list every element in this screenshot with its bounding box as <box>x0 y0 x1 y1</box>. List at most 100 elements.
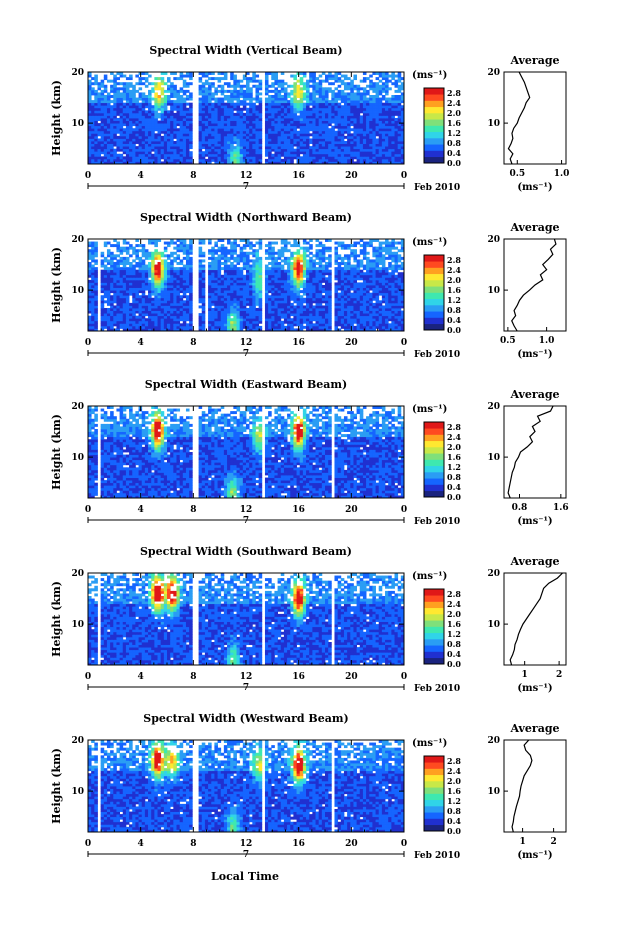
heatmap-cell <box>94 120 98 124</box>
heatmap-cell <box>217 110 222 114</box>
heatmap-cell <box>163 277 168 281</box>
heatmap-cell <box>293 279 297 283</box>
heatmap-cell <box>116 318 120 322</box>
heatmap-cell <box>280 118 285 121</box>
heatmap-cell <box>223 123 228 127</box>
heatmap-cell <box>239 118 244 121</box>
heatmap-cell <box>375 112 380 116</box>
heatmap-cell <box>280 325 285 329</box>
heatmap-cell <box>321 148 326 152</box>
heatmap-cell <box>97 141 102 144</box>
heatmap-cell <box>359 128 364 132</box>
heatmap-cell <box>214 323 218 327</box>
heatmap-cell <box>290 125 294 129</box>
heatmap-cell <box>144 135 149 139</box>
heatmap-cell <box>337 318 342 322</box>
heatmap-cell <box>141 105 146 109</box>
heatmap-cell <box>217 77 222 81</box>
heatmap-cell <box>318 290 323 294</box>
heatmap-cell <box>157 315 162 319</box>
heatmap-cell <box>306 292 310 296</box>
heatmap-cell <box>110 120 114 124</box>
heatmap-cell <box>220 313 225 317</box>
heatmap-cell <box>227 292 231 296</box>
heatmap-cell <box>167 151 171 155</box>
heatmap-cell <box>277 151 282 155</box>
heatmap-cell <box>170 279 174 283</box>
heatmap-cell <box>318 89 323 93</box>
heatmap-cell <box>122 105 127 109</box>
heatmap-cell <box>369 151 373 155</box>
heatmap-cell <box>378 79 383 83</box>
heatmap-cell <box>356 105 361 109</box>
heatmap-cell <box>170 135 174 139</box>
heatmap-cell <box>236 277 241 281</box>
heatmap-cell <box>151 130 155 134</box>
heatmap-cell <box>236 141 241 144</box>
heatmap-cell <box>182 328 187 332</box>
heatmap-cell <box>154 141 158 144</box>
heatmap-cell <box>369 148 373 152</box>
heatmap-cell <box>106 158 111 162</box>
heatmap-cell <box>182 107 187 111</box>
heatmap-cell <box>302 156 307 160</box>
heatmap-cell <box>356 148 361 152</box>
heatmap-cell <box>268 135 272 139</box>
heatmap-cell <box>201 133 206 137</box>
heatmap-cell <box>148 128 152 132</box>
heatmap-cell <box>227 302 231 306</box>
heatmap-cell <box>211 77 215 81</box>
heatmap-cell <box>176 292 181 296</box>
heatmap-cell <box>258 123 263 127</box>
heatmap-cell <box>385 323 389 327</box>
heatmap-cell <box>233 285 237 288</box>
heatmap-cell <box>325 130 329 134</box>
heatmap-cell <box>88 118 92 121</box>
heatmap-cell <box>189 302 193 306</box>
heatmap-cell <box>119 125 124 129</box>
heatmap-cell <box>312 130 316 134</box>
heatmap-cell <box>119 146 124 150</box>
heatmap-cell <box>378 115 383 119</box>
heatmap-cell <box>340 133 345 137</box>
heatmap-cell <box>214 148 218 152</box>
heatmap-cell <box>347 295 351 299</box>
heatmap-cell <box>337 143 342 147</box>
heatmap-cell <box>132 95 136 98</box>
heatmap-cell <box>113 148 117 152</box>
heatmap-cell <box>353 328 357 332</box>
heatmap-cell <box>375 287 380 291</box>
heatmap-cell <box>356 156 361 160</box>
heatmap-cell <box>391 135 395 139</box>
heatmap-cell <box>94 305 98 309</box>
heatmap-cell <box>122 74 127 78</box>
heatmap-cell <box>283 313 288 317</box>
heatmap-cell <box>362 279 367 283</box>
heatmap-cell <box>283 290 288 294</box>
heatmap-cell <box>296 102 301 106</box>
heatmap-cell <box>88 318 92 322</box>
heatmap-cell <box>258 120 263 124</box>
heatmap-cell <box>343 123 348 127</box>
heatmap-cell <box>397 308 402 311</box>
heatmap-cell <box>343 110 348 114</box>
heatmap-cell <box>116 277 120 281</box>
heatmap-cell <box>296 95 301 98</box>
heatmap-cell <box>258 308 263 311</box>
heatmap-cell <box>116 92 120 96</box>
heatmap-cell <box>106 282 111 286</box>
heatmap-cell <box>274 328 278 332</box>
heatmap-cell <box>94 156 98 160</box>
heatmap-cell <box>321 313 326 317</box>
heatmap-cell <box>302 105 307 109</box>
heatmap-cell <box>252 151 256 155</box>
heatmap-cell <box>227 133 231 137</box>
heatmap-cell <box>198 287 203 291</box>
heatmap-cell <box>353 92 357 96</box>
heatmap-cell <box>170 295 174 299</box>
heatmap-cell <box>334 325 339 329</box>
heatmap-cell <box>227 97 231 101</box>
heatmap-cell <box>148 146 152 150</box>
heatmap-cell <box>287 308 291 311</box>
heatmap-cell <box>208 146 212 150</box>
